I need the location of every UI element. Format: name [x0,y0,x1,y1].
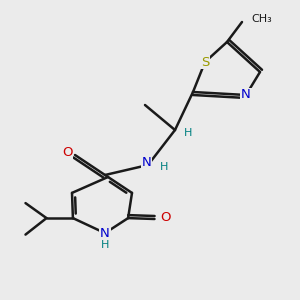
Text: S: S [201,56,209,68]
Text: H: H [184,128,192,138]
Text: N: N [100,226,110,240]
Text: O: O [160,211,170,224]
Text: N: N [142,156,152,169]
Text: H: H [101,240,109,250]
Text: N: N [241,88,251,101]
Text: CH₃: CH₃ [251,14,272,24]
Text: O: O [62,146,73,159]
Text: H: H [159,161,168,172]
